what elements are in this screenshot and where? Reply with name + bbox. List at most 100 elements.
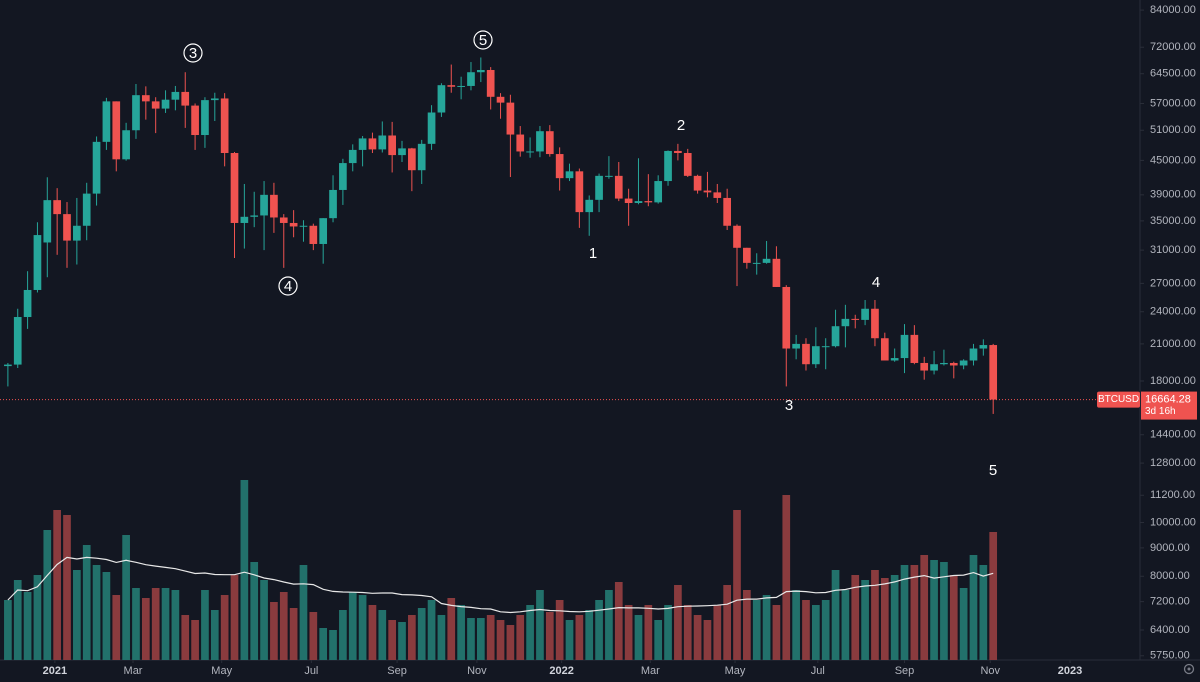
y-tick-label: 7200.00 (1150, 596, 1190, 608)
volume-bar (398, 622, 406, 660)
candle-body (762, 258, 771, 263)
candle-body (319, 218, 328, 244)
volume-bar (940, 562, 948, 660)
volume-bar (506, 625, 515, 660)
volume-bar (230, 575, 239, 660)
y-tick-label: 64500.00 (1150, 68, 1196, 80)
candle-body (447, 85, 456, 87)
y-tick-label: 51000.00 (1150, 124, 1196, 136)
volume-bar (624, 605, 633, 660)
candle-body (112, 101, 121, 160)
candle-body (486, 70, 495, 97)
volume-bar (33, 575, 42, 660)
volume-bar (841, 590, 850, 660)
candle-body (408, 148, 416, 171)
candle-body (841, 318, 850, 327)
volume-bar (614, 582, 623, 660)
candle-body (969, 348, 978, 361)
volume-bar (674, 585, 682, 660)
volume-bar (910, 565, 919, 660)
candle-body (270, 194, 278, 218)
candle-body (890, 358, 899, 361)
y-tick-label: 45000.00 (1150, 154, 1196, 166)
volume-bar (82, 545, 91, 660)
volume-bar (358, 595, 367, 660)
candle-body (82, 193, 91, 226)
y-tick-label: 57000.00 (1150, 97, 1196, 109)
candle-body (230, 153, 239, 223)
volume-bar (743, 590, 751, 660)
volume-bar (802, 600, 810, 660)
volume-bar (664, 605, 672, 660)
annotation: 4 (872, 274, 880, 291)
volume-bar (141, 598, 150, 660)
candle-body (329, 189, 337, 219)
volume-bar (368, 605, 377, 660)
candle-body (920, 362, 929, 371)
x-tick-label: Mar (124, 665, 143, 677)
candle-body (792, 343, 800, 349)
volume-average-line (7, 556, 994, 614)
volume-bar (250, 562, 259, 660)
candle-body (713, 192, 722, 198)
candle-body (132, 95, 140, 131)
candle-body (496, 96, 505, 103)
y-tick-label: 8000.00 (1150, 570, 1190, 582)
candle-body (23, 289, 32, 318)
annotation: 3 (785, 397, 793, 414)
candle-body (664, 150, 672, 182)
candle-body (191, 105, 199, 136)
volume-bar (132, 588, 140, 660)
candle-body (555, 154, 564, 179)
candle-body (43, 200, 52, 243)
candle-body (683, 153, 692, 176)
volume-bar (811, 605, 820, 660)
candle-body (279, 217, 288, 223)
volume-bar (595, 600, 603, 660)
candle-body (260, 194, 268, 216)
candle-body (949, 362, 958, 366)
volume-bar (260, 580, 268, 660)
candle-body (851, 318, 860, 320)
settings-icon[interactable] (1183, 663, 1195, 675)
candle-body (861, 308, 869, 320)
volume-bar (634, 615, 643, 660)
volume-bar (53, 510, 61, 660)
volume-bar (516, 615, 525, 660)
volume-bar (13, 580, 22, 660)
candle-body (63, 214, 71, 241)
candle-body (388, 135, 396, 156)
candle-body (516, 134, 525, 152)
candle-body (585, 199, 594, 213)
candle-body (92, 141, 101, 194)
candle-body (693, 175, 702, 191)
annotation: 1 (589, 245, 597, 262)
y-tick-label: 39000.00 (1150, 189, 1196, 201)
candle-body (309, 225, 318, 244)
candle-body (605, 175, 613, 177)
volume-bar (122, 535, 130, 660)
candle-body (733, 225, 741, 248)
annotation-circle (473, 30, 493, 50)
candle-body (122, 130, 130, 160)
volume-bar (782, 495, 791, 660)
volume-bar (752, 600, 761, 660)
candle-body (398, 148, 406, 156)
volume-bar (959, 588, 968, 660)
candle-body (220, 98, 229, 154)
x-tick-label: Jul (811, 665, 825, 677)
volume-bar (388, 620, 396, 660)
volume-bar (930, 560, 938, 660)
y-tick-label: 27000.00 (1150, 277, 1196, 289)
volume-bar (979, 565, 988, 660)
volume-bar (457, 605, 465, 660)
candle-body (959, 360, 968, 366)
x-tick-label: Sep (895, 665, 915, 677)
candle-body (506, 102, 515, 135)
candle-body (240, 216, 249, 223)
candle-body (930, 364, 938, 371)
volume-bar (585, 610, 594, 660)
volume-bar (890, 575, 899, 660)
y-tick-label: 24000.00 (1150, 306, 1196, 318)
candle-body (575, 171, 584, 213)
